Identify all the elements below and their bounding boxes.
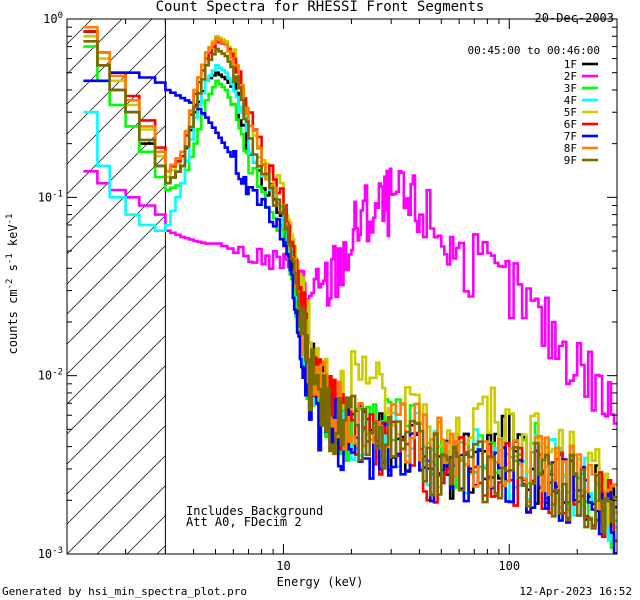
plot-frame [66, 18, 618, 555]
legend-label-2F: 2F [564, 70, 577, 83]
generated-by-text: Generated by hsi_min_spectra_plot.pro [2, 585, 248, 598]
legend-label-8F: 8F [564, 142, 577, 155]
legend-label-4F: 4F [564, 94, 577, 107]
hatch-line [67, 19, 93, 45]
x-axis-label: Energy (keV) [276, 575, 364, 589]
annotation-attenuator: Att A0, FDecim 2 [186, 515, 302, 529]
series-line-9F [83, 40, 617, 534]
chart-title: Count Spectra for RHESSI Front Segments [155, 0, 485, 15]
hatch-line [67, 19, 123, 75]
legend-label-5F: 5F [564, 106, 577, 119]
hatch-line [67, 19, 153, 105]
series-line-5F [83, 35, 617, 527]
series-lines [83, 25, 617, 554]
axis-ticks: 100 10-1 10-2 10-3 10 100 [38, 11, 618, 573]
y-tick-label: 10-2 [38, 368, 63, 383]
y-axis-label: counts cm-2 s-1 keV-1 [5, 213, 20, 355]
y-tick-label: 10-3 [38, 546, 63, 561]
series-line-8F [83, 25, 617, 512]
observation-time-range: 00:45:00 to 00:46:00 [467, 44, 600, 57]
generation-timestamp: 12-Apr-2023 16:52 [519, 585, 632, 598]
legend-label-9F: 9F [564, 154, 577, 167]
y-tick-label: 100 [43, 11, 63, 26]
legend-label-7F: 7F [564, 130, 577, 143]
observation-date: 20-Dec-2003 [534, 11, 614, 25]
x-tick-label: 100 [498, 559, 520, 573]
y-tick-label: 10-1 [38, 189, 63, 204]
hatch-line [67, 19, 183, 135]
series-line-2F [83, 167, 617, 425]
x-tick-label: 10 [276, 559, 290, 573]
legend-label-1F: 1F [564, 58, 577, 71]
legend-label-6F: 6F [564, 118, 577, 131]
legend-label-3F: 3F [564, 82, 577, 95]
annotation-background: Includes Background [186, 504, 324, 518]
